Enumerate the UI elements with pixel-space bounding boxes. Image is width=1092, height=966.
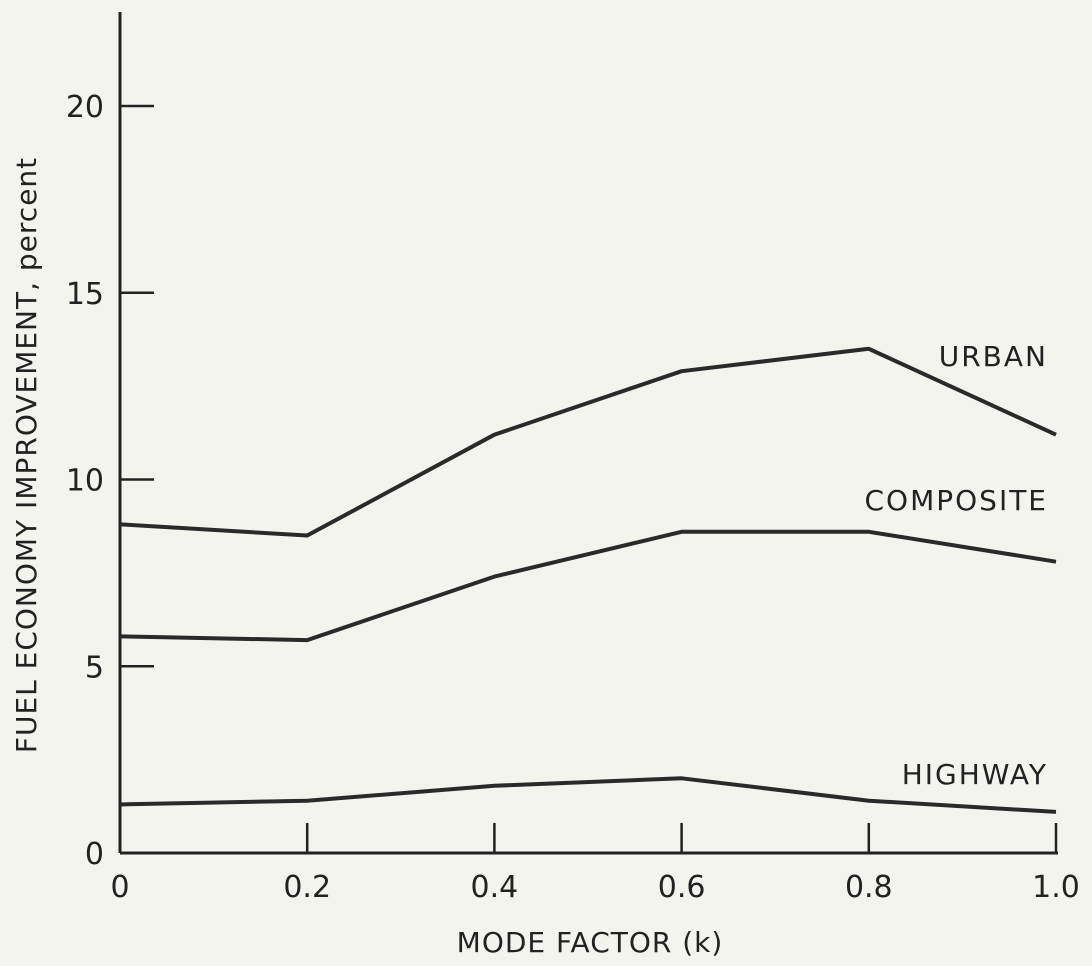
x-tick-label: 0 bbox=[110, 870, 129, 905]
y-tick-label: 20 bbox=[66, 90, 104, 125]
y-tick-label: 10 bbox=[66, 464, 104, 499]
series-line-urban bbox=[119, 346, 1057, 538]
x-tick-label: 0.2 bbox=[283, 870, 331, 905]
x-tick-label: 0.6 bbox=[658, 870, 706, 905]
x-tick-label: 1.0 bbox=[1032, 870, 1080, 905]
series-line-highway bbox=[119, 776, 1057, 814]
series-label-urban: URBAN bbox=[939, 340, 1048, 373]
x-tick-label: 0.4 bbox=[471, 870, 519, 905]
series-label-composite: COMPOSITE bbox=[865, 484, 1049, 517]
x-axis-title: MODE FACTOR (k) bbox=[457, 926, 724, 959]
y-tick-label: 15 bbox=[66, 277, 104, 312]
series-line-composite bbox=[119, 529, 1057, 643]
series-label-highway: HIGHWAY bbox=[902, 758, 1048, 791]
y-tick-label: 5 bbox=[85, 650, 104, 685]
y-axis-title: FUEL ECONOMY IMPROVEMENT, percent bbox=[10, 157, 43, 753]
y-tick-label: 0 bbox=[85, 837, 104, 872]
x-tick-label: 0.8 bbox=[845, 870, 893, 905]
